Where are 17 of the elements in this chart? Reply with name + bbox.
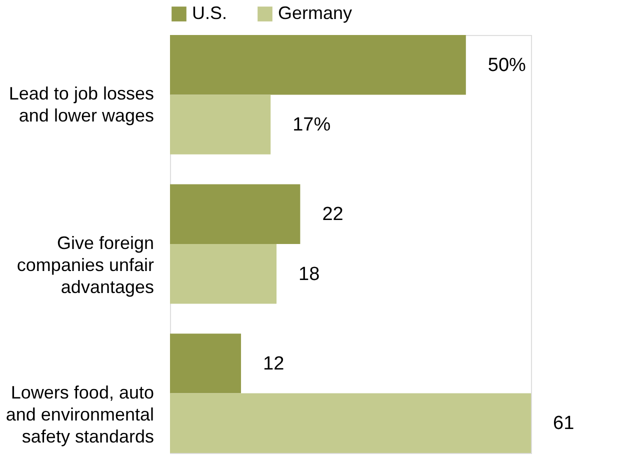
data-label: 12 — [263, 353, 284, 374]
y-tick-label: Lowers food, auto and environmental safety standards — [6, 382, 154, 446]
bar — [170, 35, 466, 95]
legend-label: Germany — [278, 3, 352, 23]
data-label: 50% — [488, 54, 526, 76]
bar — [170, 393, 531, 453]
data-label: 17% — [292, 114, 331, 136]
y-tick-label: Give foreign companies unfair advantages — [16, 233, 154, 297]
bar — [170, 244, 277, 304]
data-label: 61 — [553, 413, 574, 434]
bar — [170, 94, 271, 154]
bar — [170, 184, 300, 244]
data-label: 22 — [322, 204, 344, 226]
bar — [170, 334, 242, 394]
legend-label: U.S. — [192, 3, 228, 23]
y-tick-label: Lead to job losses and lower wages — [8, 84, 154, 126]
data-label: 18 — [298, 264, 320, 285]
